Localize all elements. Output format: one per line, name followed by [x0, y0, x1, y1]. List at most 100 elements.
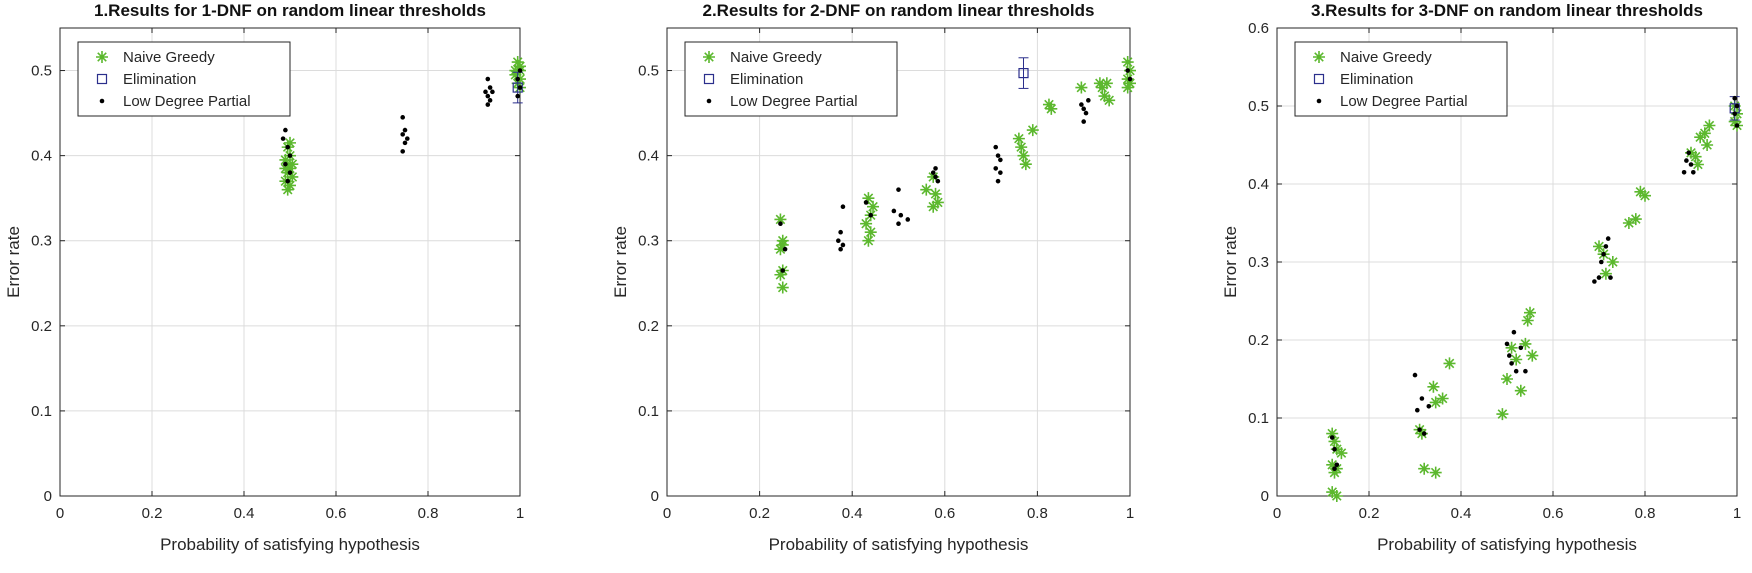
- low-degree-partial-point: [402, 140, 408, 146]
- chart-title: 1.Results for 1-DNF on random linear thr…: [94, 1, 486, 20]
- x-tick-label: 0.4: [842, 505, 863, 522]
- legend-box: [1294, 41, 1508, 117]
- naive-greedy-point: [1698, 127, 1711, 140]
- low-degree-partial-point: [1083, 110, 1089, 116]
- chart-panel-3: 0 0.2 0.4 0.6 0.8 1 0 0.1 0.2 0.3 0.4 0.5 0.6 Naive G…: [1221, 1, 1743, 554]
- naive-greedy-point: [1639, 189, 1651, 202]
- axes-box: [59, 27, 521, 497]
- low-degree-partial-point: [517, 85, 523, 90]
- naive-greedy-point: [1103, 94, 1116, 107]
- low-degree-partial-point: [487, 98, 493, 103]
- low-degree-partial-point: [1079, 102, 1084, 107]
- low-degree-partial-point: [1684, 158, 1689, 163]
- legend-star-icon: [703, 51, 715, 63]
- x-tick-label: 0.2: [142, 505, 163, 522]
- low-degree-partial-point: [1599, 259, 1604, 265]
- naive-greedy-point: [774, 268, 787, 281]
- x-axis-label: Probability of satisfying hypothesis: [1377, 535, 1637, 554]
- naive-greedy-point: [1026, 124, 1039, 137]
- low-degree-partial-point: [1504, 341, 1510, 347]
- low-degree-partial-point: [1509, 361, 1514, 366]
- naive-greedy-point: [1689, 150, 1702, 163]
- naive-greedy-point: [774, 213, 787, 226]
- low-degree-partial-point: [998, 157, 1003, 163]
- y-axis-label: Error rate: [611, 226, 630, 298]
- naive-greedy-point: [1330, 462, 1343, 475]
- legend-box: [77, 41, 291, 117]
- low-degree-partial-point: [1334, 462, 1340, 468]
- chart-panel-2: 0 0.2 0.4 0.6 0.8 1 0 0.1 0.2 0.3 0.4 0.5 Naive Gree…: [611, 1, 1136, 554]
- y-tick-label: 0.3: [638, 233, 659, 250]
- low-degree-partial-point: [485, 102, 491, 107]
- low-degree-partial-point: [993, 166, 999, 171]
- legend-dot-icon: [99, 98, 105, 104]
- y-tick-label: 0.1: [31, 403, 52, 420]
- low-degree-partial-point: [1421, 431, 1427, 436]
- y-tick-label: 0: [44, 488, 52, 505]
- naive-greedy-point: [511, 56, 524, 69]
- y-tick-label: 0.5: [31, 63, 52, 80]
- naive-greedy-point: [1017, 149, 1030, 162]
- low-degree-partial-point: [287, 153, 293, 158]
- low-degree-partial-point: [400, 132, 406, 137]
- naive-greedy-point: [284, 179, 296, 192]
- y-tick-label: 0.2: [1248, 332, 1269, 349]
- x-tick-label: 0.6: [934, 505, 955, 522]
- ticks: 0 0.2 0.4 0.6 0.8 1 0 0.1 0.2 0.3 0.4 0.5: [638, 28, 1134, 522]
- low-degree-partial-point: [1127, 76, 1133, 82]
- naive-greedy-point: [1427, 380, 1440, 393]
- naive-greedy-point: [1701, 139, 1714, 151]
- axes-box: [1276, 27, 1738, 497]
- legend-label: Low Degree Partial: [1340, 93, 1468, 110]
- low-degree-partial-point: [896, 187, 901, 192]
- low-degree-partial-point: [400, 149, 406, 154]
- x-tick-label: 0.4: [234, 505, 255, 522]
- y-tick-label: 0.1: [1248, 410, 1269, 427]
- axes-box: [666, 27, 1131, 497]
- legend-label: Low Degree Partial: [730, 93, 858, 110]
- naive-greedy-point: [1501, 373, 1513, 385]
- low-degree-partial-point: [485, 93, 491, 99]
- naive-greedy-point: [1326, 486, 1339, 499]
- low-degree-partial-point: [1415, 407, 1420, 413]
- naive-greedy-point: [1335, 447, 1348, 460]
- x-tick-label: 0.6: [1543, 505, 1564, 522]
- low-degree-partial-point: [1081, 119, 1086, 124]
- low-degree-partial-point: [935, 178, 941, 184]
- low-degree-partial-point: [1605, 236, 1611, 241]
- y-tick-label: 0.3: [31, 233, 52, 250]
- legend: Naive Greedy Elimination Low Degree Partia…: [684, 41, 898, 117]
- naive-greedy-point: [1731, 107, 1743, 120]
- x-tick-label: 0.8: [1027, 505, 1048, 522]
- low-degree-partial-point: [1686, 150, 1691, 156]
- naive-greedy-point: [1121, 56, 1134, 69]
- legend-label: Naive Greedy: [730, 49, 822, 66]
- naive-greedy-point: [514, 60, 526, 73]
- naive-greedy-point: [862, 234, 875, 247]
- x-tick-label: 0.8: [418, 505, 439, 522]
- naive-greedy-point: [1685, 146, 1697, 159]
- low-degree-partial-point: [995, 178, 1001, 184]
- y-tick-label: 0.4: [31, 148, 52, 165]
- low-degree-partial-point: [405, 136, 410, 141]
- naive-greedy-point: [1629, 213, 1642, 226]
- naive-greedy-point: [1505, 341, 1518, 354]
- legend-square-icon: [703, 73, 715, 85]
- naive-greedy-point: [286, 170, 299, 183]
- x-tick-label: 0.6: [326, 505, 347, 522]
- naive-greedy-point: [1124, 64, 1136, 77]
- y-axis-label: Error rate: [4, 226, 23, 298]
- x-tick-label: 0.2: [749, 505, 770, 522]
- low-degree-partial-point: [1608, 275, 1613, 280]
- low-degree-partial-point: [1332, 446, 1337, 452]
- naive-greedy-point: [774, 243, 787, 256]
- naive-greedy-point: [1121, 73, 1134, 86]
- naive-greedy-point: [1330, 490, 1343, 502]
- low-degree-partial-point: [400, 115, 406, 120]
- low-degree-partial-point: [930, 170, 936, 175]
- naive-greedy-point: [1519, 337, 1532, 350]
- legend-label: Elimination: [123, 71, 196, 88]
- y-tick-label: 0.5: [638, 63, 659, 80]
- naive-greedy-point: [1093, 77, 1106, 90]
